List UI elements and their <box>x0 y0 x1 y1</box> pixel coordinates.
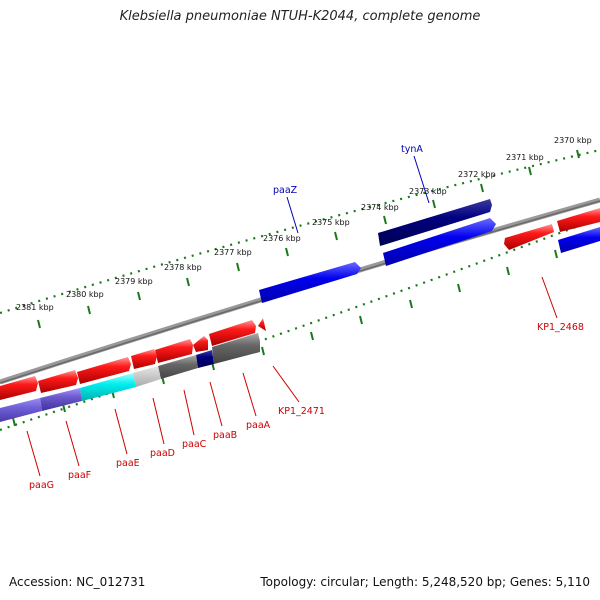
gene-KP1_2471[interactable] <box>258 318 266 331</box>
scale-label: 2372 kbp <box>458 170 496 179</box>
scale-label: 2379 kbp <box>115 277 153 286</box>
page-title: Klebsiella pneumoniae NTUH-K2044, comple… <box>119 9 481 24</box>
gene-label-paaZ: paaZ <box>273 185 298 196</box>
gene-label-KP1_2468: KP1_2468 <box>537 322 584 333</box>
forward-genes <box>259 199 600 303</box>
inner-major-ticks <box>12 249 558 427</box>
gene-label-paaG: paaG <box>29 480 54 491</box>
gene-paaE[interactable] <box>77 357 131 384</box>
gene-label-KP1_2471: KP1_2471 <box>278 406 325 417</box>
block-light[interactable] <box>133 366 161 387</box>
gene-label-paaF: paaF <box>68 470 91 481</box>
gene-label-paaD: paaD <box>150 448 175 459</box>
scale-labels: 2370 kbp 2371 kbp 2372 kbp 2373 kbp 2374… <box>16 136 592 312</box>
scale-label: 2378 kbp <box>164 263 202 272</box>
gene-paaC[interactable] <box>155 339 193 363</box>
scale-label: 2375 kbp <box>312 218 350 227</box>
outer-tick-ring <box>0 148 600 315</box>
inner-tick-ring <box>0 216 600 432</box>
scale-label: 2370 kbp <box>554 136 592 145</box>
gene-paaD[interactable] <box>131 349 157 369</box>
block-gray[interactable] <box>158 355 198 379</box>
gene-tynA[interactable] <box>378 199 492 246</box>
scale-label: 2380 kbp <box>66 290 104 299</box>
block-cyan[interactable] <box>80 373 136 401</box>
gene-forward[interactable] <box>558 227 600 253</box>
gene-paaB[interactable] <box>193 336 208 352</box>
gene-label-paaE: paaE <box>116 458 140 469</box>
reverse-genes <box>0 208 600 400</box>
block-navy[interactable] <box>196 350 214 368</box>
gene-paaF[interactable] <box>38 370 78 393</box>
gene-label-paaA: paaA <box>246 420 271 431</box>
block-purple[interactable] <box>0 398 42 422</box>
gene-paaA[interactable] <box>209 320 256 346</box>
gene-paaG[interactable] <box>0 376 38 400</box>
block-purple[interactable] <box>40 388 82 411</box>
scale-label: 2371 kbp <box>506 153 544 162</box>
scale-label: 2374 kbp <box>361 203 399 212</box>
gene-label-tynA: tynA <box>401 144 423 155</box>
gene-label-paaB: paaB <box>213 430 237 441</box>
gene-paaZ[interactable] <box>259 262 361 303</box>
gene-forward[interactable] <box>383 218 496 266</box>
genome-stats-text: Topology: circular; Length: 5,248,520 bp… <box>260 575 590 589</box>
leader-lines <box>26 155 558 477</box>
accession-text: Accession: NC_012731 <box>9 575 146 589</box>
gene-labels: tynA paaZ KP1_2468 KP1_2471 paaA paaB pa… <box>29 144 584 491</box>
scale-label: 2376 kbp <box>263 234 301 243</box>
scale-label: 2377 kbp <box>214 248 252 257</box>
scale-label: 2381 kbp <box>16 303 54 312</box>
gene-reverse[interactable] <box>557 208 600 232</box>
block-gray[interactable] <box>212 333 260 364</box>
gene-label-paaC: paaC <box>182 439 207 450</box>
gene-KP1_2468[interactable] <box>504 224 554 250</box>
scale-label: 2373 kbp <box>409 187 447 196</box>
inner-track-blocks <box>0 333 260 422</box>
outer-major-ticks <box>37 149 580 329</box>
